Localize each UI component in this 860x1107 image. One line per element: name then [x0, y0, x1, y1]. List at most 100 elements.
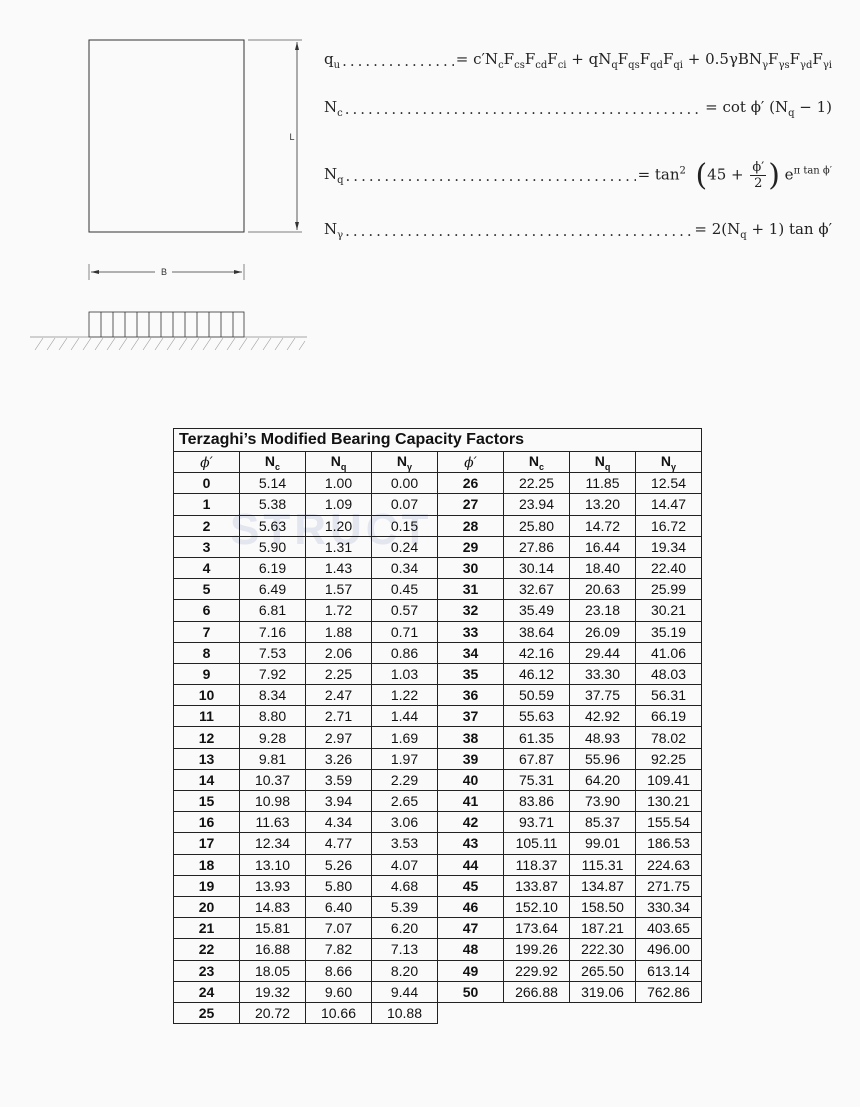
factor-cell: 5.38 — [239, 493, 306, 516]
factor-cell: 50.59 — [503, 684, 570, 707]
header-subscript: q — [604, 461, 611, 472]
friction-angle-cell: 16 — [173, 811, 240, 834]
formula-term: qs — [628, 60, 640, 71]
table-row: 21 15.81 7.07 6.20 47 173.64 187.21 403.65 — [173, 917, 702, 940]
factor-cell: 13.10 — [239, 853, 306, 876]
factor-cell: 0.07 — [371, 493, 438, 516]
factor-cell: 1.44 — [371, 705, 438, 728]
factor-cell: 25.99 — [635, 578, 702, 601]
factor-cell: 0.57 — [371, 599, 438, 622]
factor-cell: 9.81 — [239, 747, 306, 770]
factor-cell: 13.20 — [569, 493, 636, 516]
column-header: Nγ — [371, 450, 438, 474]
formula-1: Nc......................................… — [324, 98, 832, 119]
friction-angle-cell: 36 — [437, 684, 504, 707]
friction-angle-cell: 25 — [173, 1001, 240, 1025]
table-row: 17 12.34 4.77 3.53 43 105.11 99.01 186.53 — [173, 832, 702, 855]
factor-cell: 5.90 — [239, 535, 306, 558]
factor-cell: 18.40 — [569, 556, 636, 580]
factor-cell: 35.19 — [635, 620, 702, 643]
bearing-capacity-table: Terzaghi’s Modified Bearing Capacity Fac… — [173, 428, 702, 1025]
friction-angle-cell: 7 — [173, 620, 240, 643]
table-row: 13 9.81 3.26 1.97 39 67.87 55.96 92.25 — [173, 747, 702, 770]
factor-cell: 229.92 — [503, 959, 570, 982]
factor-cell: 1.31 — [305, 535, 372, 558]
factor-cell: 10.37 — [239, 768, 306, 792]
friction-angle-cell: 24 — [173, 980, 240, 1003]
formula-term: = cot ϕ′ (N — [705, 98, 789, 116]
leader-dots: ........................................… — [342, 51, 454, 70]
factor-cell: 3.94 — [305, 789, 372, 813]
factor-cell: 20.63 — [569, 578, 636, 601]
friction-angle-cell: 13 — [173, 747, 240, 770]
formula-term: − 1) — [794, 98, 832, 116]
table-row: 6 6.81 1.72 0.57 32 35.49 23.18 30.21 — [173, 599, 702, 622]
factor-cell: 23.18 — [569, 599, 636, 622]
formula-lhs-symbol: N — [324, 165, 338, 183]
factor-cell: 9.44 — [371, 980, 438, 1003]
friction-angle-cell: 21 — [173, 917, 240, 940]
factor-cell: 5.14 — [239, 472, 306, 495]
formula-term: F — [524, 50, 536, 68]
friction-angle-cell: 5 — [173, 578, 240, 601]
factor-cell: 158.50 — [569, 895, 636, 919]
factor-cell: 613.14 — [635, 959, 702, 982]
factor-cell: 3.53 — [371, 832, 438, 855]
friction-angle-cell: 38 — [437, 726, 504, 749]
factor-cell: 48.03 — [635, 662, 702, 686]
header-symbol: N — [594, 452, 605, 469]
table-row: 16 11.63 4.34 3.06 42 93.71 85.37 155.54 — [173, 811, 702, 834]
factor-cell: 5.39 — [371, 895, 438, 919]
factor-cell: 2.25 — [305, 662, 372, 686]
factor-cell: 3.26 — [305, 747, 372, 770]
factor-cell: 15.81 — [239, 917, 306, 940]
factor-cell: 0.15 — [371, 514, 438, 537]
factor-cell: 64.20 — [569, 768, 636, 792]
factor-cell: 224.63 — [635, 853, 702, 876]
factor-cell: 6.81 — [239, 599, 306, 622]
table-row: 19 13.93 5.80 4.68 45 133.87 134.87 271.75 — [173, 874, 702, 897]
table-header-row: ϕ′ Nc Nq Nγ ϕ′ Nc Nq Nγ — [173, 450, 702, 474]
footing-plan — [88, 39, 245, 233]
factor-cell: 32.67 — [503, 578, 570, 601]
factor-cell: 187.21 — [569, 917, 636, 940]
factor-cell: 330.34 — [635, 895, 702, 919]
formula-term: q — [788, 108, 795, 119]
factor-cell: 46.12 — [503, 662, 570, 686]
table-row: 23 18.05 8.66 8.20 49 229.92 265.50 613.14 — [173, 959, 702, 982]
footing-diagram: L B — [30, 39, 307, 351]
table-row: 18 13.10 5.26 4.07 44 118.37 115.31 224.63 — [173, 853, 702, 876]
factor-cell: 27.86 — [503, 535, 570, 558]
friction-angle-cell: 4 — [173, 556, 240, 580]
factor-cell: 0.00 — [371, 472, 438, 495]
friction-angle-cell: 23 — [173, 959, 240, 982]
factor-cell: 14.72 — [569, 514, 636, 537]
friction-angle-cell: 40 — [437, 768, 504, 792]
column-header: Nq — [569, 450, 636, 474]
factor-cell: 8.66 — [305, 959, 372, 982]
factor-cell: 9.28 — [239, 726, 306, 749]
factor-cell: 30.14 — [503, 556, 570, 580]
factor-cell: 7.07 — [305, 917, 372, 940]
friction-angle-cell: 2 — [173, 514, 240, 537]
factor-cell: 16.88 — [239, 938, 306, 961]
factor-cell: 10.66 — [305, 1001, 372, 1025]
table-row: 0 5.14 1.00 0.00 26 22.25 11.85 12.54 — [173, 472, 702, 495]
formula-term: F — [547, 50, 558, 68]
factor-cell: 1.00 — [305, 472, 372, 495]
formula-term: ( — [685, 158, 708, 193]
length-label: L — [289, 132, 294, 142]
factor-cell: 118.37 — [503, 853, 570, 876]
factor-cell: 26.09 — [569, 620, 636, 643]
table-row: 25 20.72 10.66 10.88 — [173, 1001, 702, 1025]
formula-term: γ — [762, 60, 769, 71]
table-title: Terzaghi’s Modified Bearing Capacity Fac… — [173, 428, 702, 452]
formula-lhs-symbol: N — [324, 220, 338, 238]
factor-cell: 1.43 — [305, 556, 372, 580]
friction-angle-cell: 47 — [437, 917, 504, 940]
factor-cell: 14.47 — [635, 493, 702, 516]
formula-term: qi — [673, 60, 683, 71]
formula-fraction: ϕ′ 2 — [750, 160, 767, 191]
table-row: 2 5.63 1.20 0.15 28 25.80 14.72 16.72 — [173, 514, 702, 537]
